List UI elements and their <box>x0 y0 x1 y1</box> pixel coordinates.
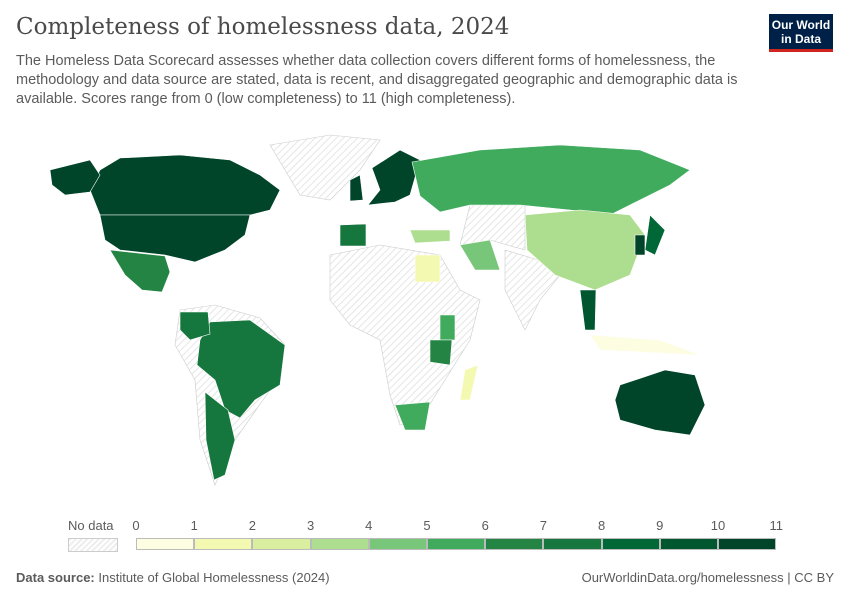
legend-tick: 2 <box>248 518 257 533</box>
owid-logo[interactable]: Our World in Data <box>769 14 833 52</box>
footer-url[interactable]: OurWorldinData.org/homelessness | CC BY <box>581 570 834 585</box>
country-china[interactable] <box>524 209 646 291</box>
country-australia[interactable] <box>614 369 706 436</box>
country-mexico[interactable] <box>109 249 171 293</box>
legend-tick: 10 <box>710 518 726 533</box>
country-south-korea[interactable] <box>634 234 646 256</box>
country-kenya[interactable] <box>439 314 456 341</box>
legend-bin-0[interactable] <box>136 538 195 550</box>
country-iran[interactable] <box>459 239 501 271</box>
country-madagascar[interactable] <box>459 364 479 401</box>
country-spain[interactable] <box>339 223 367 247</box>
country-united-kingdom[interactable] <box>349 174 364 202</box>
country-sweden[interactable] <box>367 149 421 206</box>
legend-tick: 3 <box>306 518 315 533</box>
page-title: Completeness of homelessness data, 2024 <box>16 14 510 40</box>
country-south-africa[interactable] <box>394 401 431 431</box>
legend-tick: 7 <box>539 518 548 533</box>
legend-no-data-swatch <box>68 538 118 552</box>
legend-bin-9[interactable] <box>659 538 718 550</box>
legend-tick: 4 <box>365 518 373 533</box>
legend-tick: 8 <box>597 518 606 533</box>
legend-tick: 6 <box>481 518 489 533</box>
legend-no-data-label: No data <box>68 518 114 533</box>
legend: No data 0 1 2 3 4 5 6 7 8 9 10 11 <box>0 512 850 552</box>
legend-bin-7[interactable] <box>543 538 602 550</box>
country-indonesia[interactable] <box>589 334 701 356</box>
legend-bin-10[interactable] <box>718 538 777 550</box>
legend-tick: 1 <box>190 518 198 533</box>
legend-tick: 0 <box>132 518 140 533</box>
legend-bin-3[interactable] <box>310 538 369 550</box>
legend-bin-1[interactable] <box>194 538 253 550</box>
country-thailand[interactable] <box>579 289 597 331</box>
country-russia[interactable] <box>411 144 691 216</box>
country-turkey[interactable] <box>409 229 451 244</box>
legend-tick: 5 <box>423 518 431 533</box>
legend-bin-8[interactable] <box>601 538 660 550</box>
country-argentina[interactable] <box>204 391 236 481</box>
country-brazil[interactable] <box>196 319 286 419</box>
world-map <box>49 134 706 486</box>
legend-bin-6[interactable] <box>485 538 544 550</box>
legend-tick: 11 <box>769 518 783 533</box>
data-source: Data source: Institute of Global Homeles… <box>16 570 330 585</box>
legend-bin-5[interactable] <box>427 538 486 550</box>
country-united-states[interactable] <box>49 159 251 263</box>
country-canada[interactable] <box>89 154 281 216</box>
country-egypt[interactable] <box>414 254 441 283</box>
country-japan[interactable] <box>644 214 666 256</box>
country-tanzania[interactable] <box>429 339 453 366</box>
legend-bin-2[interactable] <box>252 538 311 550</box>
subtitle: The Homeless Data Scorecard assesses whe… <box>16 53 738 107</box>
legend-bin-4[interactable] <box>368 538 427 550</box>
greenland[interactable] <box>269 134 381 201</box>
legend-tick: 9 <box>656 518 664 533</box>
africa-nodata[interactable] <box>329 244 481 426</box>
country-colombia[interactable] <box>179 311 211 341</box>
